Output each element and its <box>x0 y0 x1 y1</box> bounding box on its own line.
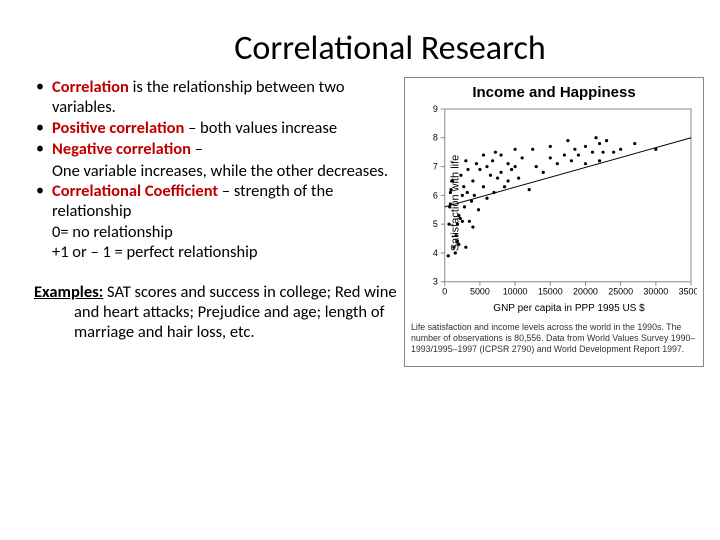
bullet-item: Negative correlation – <box>34 139 398 159</box>
chart-plot-area: Satisfaction with life 34567890500010000… <box>411 105 697 301</box>
scatter-chart: Income and Happiness Satisfaction with l… <box>404 77 704 367</box>
bullet-item: Positive correlation – both values incre… <box>34 118 398 138</box>
bullet-term: Positive correlation <box>52 118 184 138</box>
chart-caption: Life satisfaction and income levels acro… <box>411 322 697 355</box>
content-row: Correlation is the relationship between … <box>0 77 720 367</box>
bullet-item: Correlational Coefficient – strength of … <box>34 181 398 221</box>
page-title: Correlational Research <box>60 0 720 77</box>
svg-text:9: 9 <box>433 105 438 114</box>
svg-text:5: 5 <box>433 219 438 229</box>
bullet-subline: One variable increases, while the other … <box>34 161 398 181</box>
svg-text:8: 8 <box>433 133 438 143</box>
bullet-item: Correlation is the relationship between … <box>34 77 398 117</box>
right-column: Income and Happiness Satisfaction with l… <box>398 77 704 367</box>
svg-text:25000: 25000 <box>608 287 633 297</box>
svg-text:20000: 20000 <box>573 287 598 297</box>
svg-text:30000: 30000 <box>643 287 668 297</box>
bullet-rest: – both values increase <box>184 118 337 138</box>
bullet-subline: +1 or – 1 = perfect relationship <box>34 242 398 262</box>
bullet-term: Correlational Coefficient <box>52 181 218 201</box>
svg-text:4: 4 <box>433 248 438 258</box>
chart-svg: 3 4 5 6 7 8 9 0 5000 10000 15000 20000 25000 30000 350… <box>411 105 697 300</box>
svg-text:35000: 35000 <box>679 287 697 297</box>
svg-text:5000: 5000 <box>470 287 490 297</box>
svg-text:15000: 15000 <box>538 287 563 297</box>
bullet-list: Correlation is the relationship between … <box>34 77 398 262</box>
bullet-rest: – <box>191 139 203 159</box>
svg-text:6: 6 <box>433 190 438 200</box>
svg-text:10000: 10000 <box>503 287 528 297</box>
svg-text:3: 3 <box>433 277 438 287</box>
bullet-term: Correlation <box>52 77 129 97</box>
chart-title: Income and Happiness <box>411 84 697 101</box>
svg-text:0: 0 <box>442 287 447 297</box>
chart-xlabel: GNP per capita in PPP 1995 US $ <box>411 303 697 314</box>
examples-body: SAT scores and success in college; Red w… <box>74 282 397 342</box>
examples-block: Examples: SAT scores and success in coll… <box>34 282 398 342</box>
svg-text:7: 7 <box>433 162 438 172</box>
left-column: Correlation is the relationship between … <box>34 77 398 367</box>
bullet-subline: 0= no relationship <box>34 222 398 242</box>
examples-label: Examples: <box>34 282 103 302</box>
bullet-term: Negative correlation <box>52 139 191 159</box>
